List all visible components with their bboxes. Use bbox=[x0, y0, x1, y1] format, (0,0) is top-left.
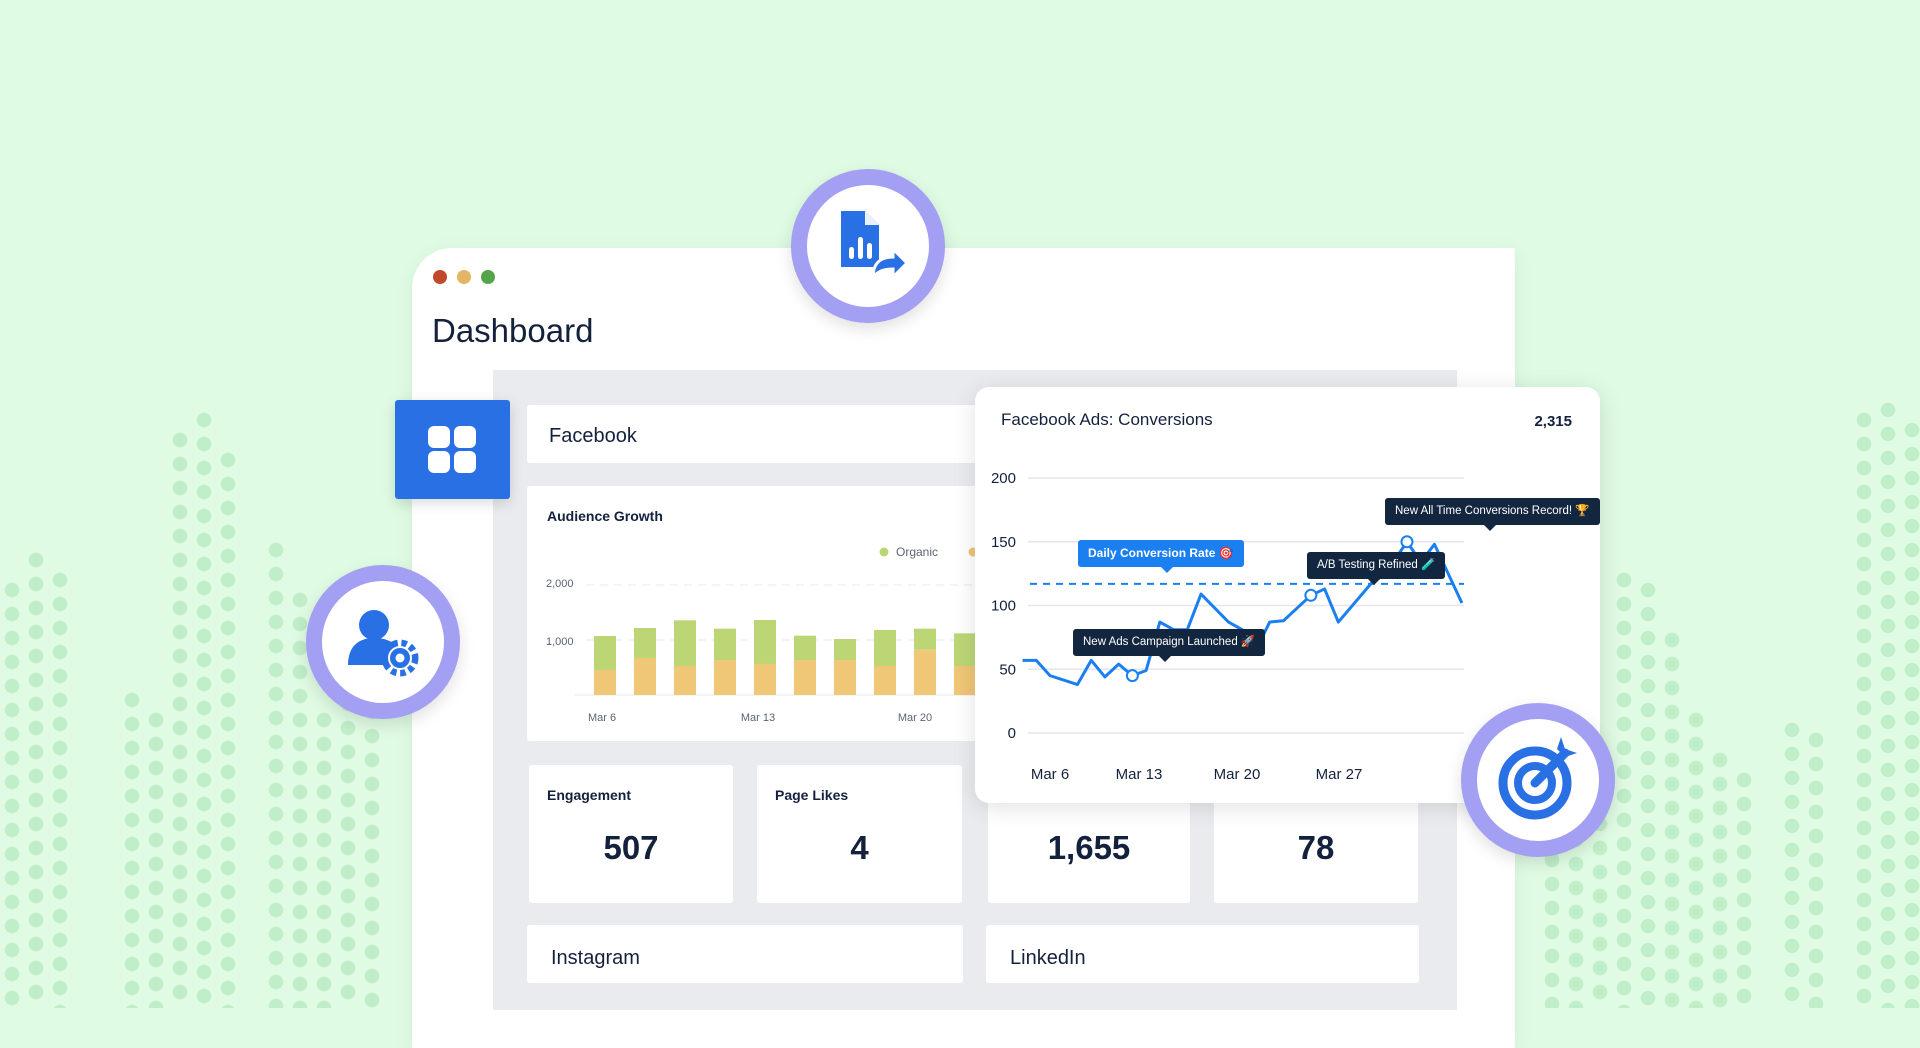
dot-column bbox=[120, 688, 144, 1008]
y-tick: 150 bbox=[991, 534, 1016, 551]
bar-paid bbox=[954, 666, 976, 695]
bar-organic bbox=[594, 635, 616, 670]
section-facebook[interactable]: Facebook bbox=[527, 405, 987, 463]
user-settings-badge bbox=[306, 565, 460, 719]
metric-card[interactable]: Engagement 507 bbox=[529, 765, 733, 903]
dot-column bbox=[48, 568, 72, 1008]
bar-organic bbox=[954, 633, 976, 667]
x-tick: Mar 6 bbox=[1031, 766, 1069, 783]
bar-organic bbox=[674, 620, 696, 667]
bar-paid bbox=[794, 660, 816, 695]
dot-column bbox=[1708, 748, 1732, 1008]
report-share-icon bbox=[841, 211, 910, 282]
bar-paid bbox=[754, 663, 776, 695]
bar-paid bbox=[834, 660, 856, 695]
dot-column bbox=[1540, 848, 1564, 1008]
metric-label: Page Likes bbox=[775, 787, 849, 803]
bar-organic bbox=[754, 619, 776, 664]
annotation-daily-conversion-rate: Daily Conversion Rate 🎯 bbox=[1078, 540, 1244, 573]
page-title: Dashboard bbox=[432, 312, 594, 349]
legend-organic: Organic bbox=[896, 545, 938, 559]
bar-organic bbox=[874, 629, 896, 667]
metric-value: 78 bbox=[1297, 829, 1335, 866]
section-title: Instagram bbox=[551, 947, 640, 969]
dot-column bbox=[264, 538, 288, 1008]
annotation-ab-testing: A/B Testing Refined 🧪 bbox=[1307, 552, 1446, 585]
total-conversions: 2,315 bbox=[1534, 413, 1572, 430]
bar-paid bbox=[914, 649, 936, 695]
bar-paid bbox=[874, 666, 896, 695]
chart-title: Audience Growth bbox=[547, 508, 663, 524]
x-tick: Mar 13 bbox=[1116, 766, 1163, 783]
dot-column bbox=[216, 448, 240, 1008]
target-goal-badge bbox=[1461, 703, 1615, 857]
dot-column bbox=[0, 578, 24, 1008]
bar-paid bbox=[634, 657, 656, 695]
window-close-button[interactable] bbox=[433, 270, 447, 284]
bar-organic bbox=[914, 628, 936, 650]
dot-column bbox=[1852, 408, 1876, 1008]
dashboard-grid-button[interactable] bbox=[395, 400, 510, 499]
y-tick: 200 bbox=[991, 470, 1016, 487]
dot-column bbox=[1684, 708, 1708, 1008]
bar-paid bbox=[594, 669, 616, 695]
dot-column bbox=[1804, 728, 1828, 1008]
annotation-new-ads-campaign: New Ads Campaign Launched 🚀 bbox=[1073, 629, 1266, 662]
bar-organic bbox=[834, 639, 856, 661]
y-tick: 50 bbox=[999, 661, 1016, 678]
target-goal-icon bbox=[1498, 737, 1577, 820]
dot-column bbox=[1636, 578, 1660, 1008]
bar-organic bbox=[794, 635, 816, 661]
metric-value: 4 bbox=[850, 829, 869, 866]
bar-paid bbox=[674, 666, 696, 695]
metric-value: 1,655 bbox=[1047, 829, 1131, 866]
y-tick: 100 bbox=[991, 598, 1016, 615]
metric-label: Engagement bbox=[547, 787, 632, 803]
dot-column bbox=[192, 408, 216, 1008]
window-minimize-button[interactable] bbox=[457, 270, 471, 284]
bar-organic bbox=[714, 628, 736, 661]
audience-growth-chart: Organic 2,000 1,000 Mar 6 Mar 13 Mar 20 bbox=[546, 545, 985, 724]
x-tick: Mar 6 bbox=[588, 712, 616, 724]
report-share-badge bbox=[791, 169, 945, 323]
x-tick: Mar 20 bbox=[898, 712, 932, 724]
annotation-marker[interactable] bbox=[1400, 535, 1414, 549]
audience-growth-card: Audience Growth bbox=[527, 486, 987, 741]
annotation-record: New All Time Conversions Record! 🏆 bbox=[1385, 498, 1600, 531]
dot-column bbox=[1564, 828, 1588, 1008]
y-tick: 0 bbox=[1008, 725, 1016, 742]
window-maximize-button[interactable] bbox=[481, 270, 495, 284]
metric-card[interactable]: Page Likes 4 bbox=[757, 765, 962, 903]
dot-column bbox=[336, 668, 360, 1008]
section-title: Facebook bbox=[549, 425, 637, 447]
bar-organic bbox=[634, 628, 656, 658]
legend-organic-swatch bbox=[879, 547, 889, 557]
bar-paid bbox=[714, 660, 736, 695]
dot-column bbox=[1876, 398, 1900, 1008]
chart-title: Facebook Ads: Conversions bbox=[1001, 410, 1213, 429]
dot-column bbox=[312, 708, 336, 1008]
annotation-marker[interactable] bbox=[1125, 669, 1139, 683]
section-title: LinkedIn bbox=[1010, 947, 1086, 969]
user-settings-icon bbox=[348, 610, 419, 677]
section-linkedin[interactable]: LinkedIn bbox=[986, 925, 1419, 983]
x-tick: Mar 13 bbox=[741, 712, 775, 724]
annotation-marker[interactable] bbox=[1304, 588, 1318, 602]
dot-column bbox=[24, 548, 48, 1008]
conversions-chart: 200 150 100 50 0 Mar 6 Mar 13 Mar 20 Mar 27 bbox=[991, 470, 1464, 783]
dot-column bbox=[1732, 768, 1756, 1008]
dot-column bbox=[1660, 628, 1684, 1008]
x-tick: Mar 20 bbox=[1214, 766, 1261, 783]
dot-column bbox=[1612, 568, 1636, 1008]
dot-column bbox=[144, 708, 168, 1008]
y-tick: 2,000 bbox=[546, 578, 574, 590]
dot-column bbox=[168, 428, 192, 1008]
y-tick: 1,000 bbox=[546, 636, 574, 648]
dot-column bbox=[1780, 718, 1804, 1008]
dot-column bbox=[1900, 418, 1920, 1008]
x-tick: Mar 27 bbox=[1316, 766, 1363, 783]
section-instagram[interactable]: Instagram bbox=[527, 925, 963, 983]
metric-value: 507 bbox=[603, 829, 659, 866]
